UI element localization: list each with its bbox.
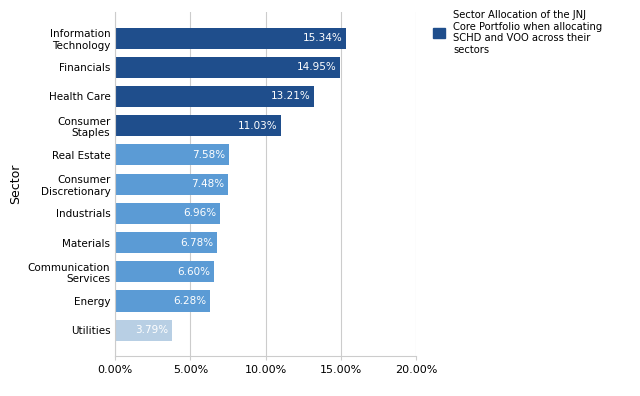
Bar (115, 291, 210, 312)
Text: 6.78%: 6.78% (180, 238, 213, 248)
Bar (115, 203, 220, 224)
Legend: Sector Allocation of the JNJ
Core Portfolio when allocating
SCHD and VOO across : Sector Allocation of the JNJ Core Portfo… (433, 10, 602, 55)
Text: 15.34%: 15.34% (303, 33, 342, 43)
Text: 3.79%: 3.79% (135, 325, 168, 335)
Bar (115, 28, 346, 49)
Text: 11.03%: 11.03% (237, 121, 277, 131)
Bar (115, 115, 281, 136)
Bar (115, 261, 214, 282)
Bar (115, 173, 228, 195)
Bar (115, 86, 314, 107)
Bar (115, 145, 229, 166)
Text: 6.60%: 6.60% (178, 267, 211, 277)
Bar (115, 320, 172, 341)
Text: 6.28%: 6.28% (173, 296, 206, 306)
Y-axis label: Sector: Sector (10, 164, 22, 204)
Bar (115, 232, 217, 253)
Text: 7.48%: 7.48% (191, 179, 224, 189)
Bar (115, 57, 340, 78)
Text: 14.95%: 14.95% (296, 62, 336, 72)
Text: 13.21%: 13.21% (270, 91, 310, 101)
Text: 7.58%: 7.58% (192, 150, 225, 160)
Text: 6.96%: 6.96% (183, 208, 216, 218)
